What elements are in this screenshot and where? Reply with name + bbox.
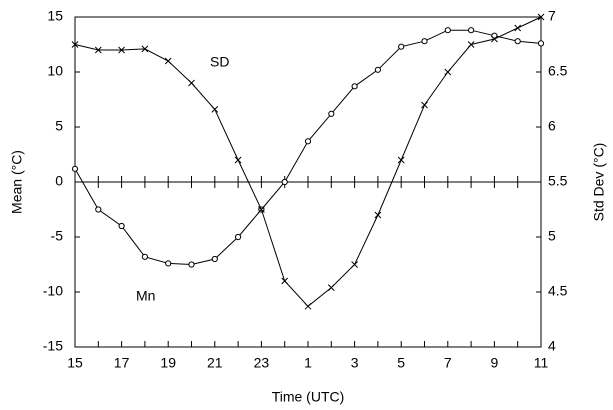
x-tick-label: 17 (114, 355, 130, 371)
y2-tick-label: 6.5 (548, 63, 568, 79)
point-marker (374, 211, 382, 219)
point-marker (188, 261, 195, 268)
point-marker (188, 79, 195, 87)
point-marker (351, 83, 358, 90)
y-tick-label: 15 (47, 8, 63, 24)
point-marker (304, 138, 312, 145)
series-line (74, 29, 542, 266)
x-tick-label: 9 (491, 355, 499, 371)
y-tick-label: 0 (55, 173, 63, 189)
point-marker (118, 222, 125, 230)
x-axis-label: Time (UTC) (272, 389, 345, 405)
point-marker (71, 165, 79, 172)
x-tick-label: 15 (67, 355, 83, 371)
point-marker (95, 206, 102, 213)
y-tick-label: -10 (43, 283, 63, 299)
x-tick-label: 23 (254, 355, 270, 371)
y2-tick-label: 4 (548, 338, 556, 354)
annotation: SD (210, 54, 229, 70)
x-tick-label: 7 (444, 355, 452, 371)
y2-tick-label: 7 (548, 8, 556, 24)
point-marker (234, 156, 242, 164)
point-marker (514, 24, 522, 32)
point-marker (211, 106, 219, 113)
x-tick-label: 3 (351, 355, 359, 371)
point-marker (351, 261, 358, 268)
point-marker (304, 302, 312, 310)
point-marker (514, 38, 521, 45)
y2-axis-label: Std Dev (°C) (591, 143, 607, 222)
point-marker (398, 43, 405, 50)
point-marker (94, 46, 102, 54)
point-marker (164, 57, 172, 65)
point-marker (165, 260, 172, 267)
x-tick-label: 19 (160, 355, 176, 371)
point-marker (374, 66, 381, 73)
point-marker (118, 46, 125, 54)
point-marker (281, 277, 289, 285)
x-tick-label: 11 (534, 355, 549, 371)
point-marker (491, 35, 498, 43)
point-marker (235, 233, 242, 241)
point-marker (141, 253, 148, 260)
point-marker (444, 68, 452, 76)
point-marker (327, 284, 335, 291)
y2-tick-label: 5 (548, 228, 556, 244)
point-marker (421, 101, 428, 109)
point-marker (258, 206, 265, 213)
y2-tick-label: 6 (548, 118, 556, 134)
y2-tick-label: 4.5 (548, 283, 568, 299)
y-axis-label: Mean (°C) (9, 150, 25, 214)
x-tick-label: 5 (397, 355, 405, 371)
point-marker (468, 27, 475, 34)
y-tick-label: -15 (43, 338, 63, 354)
point-marker (71, 41, 79, 48)
annotation: Mn (136, 288, 155, 304)
y-tick-label: 10 (47, 63, 63, 79)
y-tick-label: -5 (51, 228, 64, 244)
point-marker (397, 156, 405, 164)
x-tick-label: 21 (207, 355, 223, 371)
point-marker (421, 38, 428, 45)
point-marker (328, 110, 335, 117)
point-marker (211, 255, 218, 263)
point-marker (537, 40, 545, 47)
y-tick-label: 5 (55, 118, 63, 134)
point-marker (537, 13, 545, 21)
x-tick-label: 1 (304, 355, 312, 371)
point-marker (444, 27, 451, 34)
y2-tick-label: 5.5 (548, 173, 568, 189)
point-marker (281, 178, 288, 186)
series-line (74, 16, 542, 307)
point-marker (141, 45, 149, 53)
point-marker (467, 41, 475, 48)
